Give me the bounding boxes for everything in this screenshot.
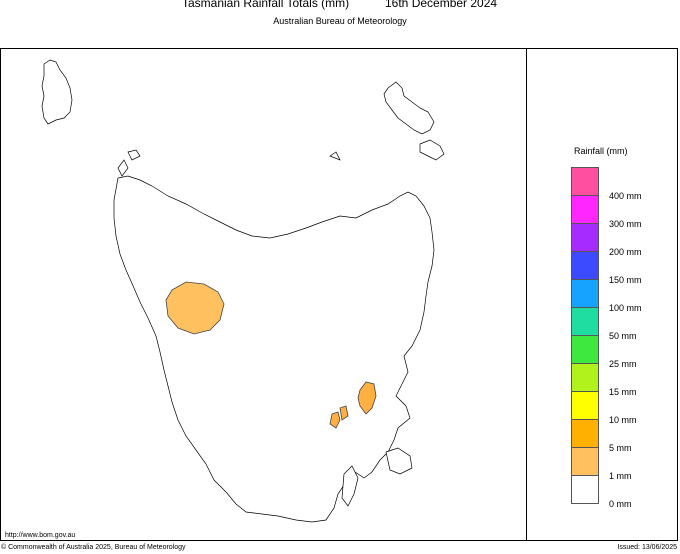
legend-swatch [571,195,599,223]
legend-label: 5 mm [609,443,632,453]
legend-title: Rainfall (mm) [574,146,628,156]
legend-swatch [571,363,599,391]
legend-swatch [571,223,599,251]
legend-label: 300 mm [609,219,642,229]
legend-swatch [571,251,599,279]
rainfall-area-west [165,281,225,335]
bruny-island [341,465,359,507]
flinders-island [383,81,435,135]
source-url: http://www.bom.gov.au [5,532,76,539]
rainfall-area-southeast [357,381,377,415]
tasman-peninsula [385,447,413,475]
legend-swatch [571,335,599,363]
map-frame [0,48,678,541]
legend-label: 400 mm [609,191,642,201]
legend-label: 0 mm [609,499,632,509]
legend-swatch [571,419,599,447]
legend-swatch [571,475,599,504]
legend-swatch [571,447,599,475]
legend-label: 25 mm [609,359,637,369]
title-bar: Tasmanian Rainfall Totals (mm) 16th Dece… [0,0,680,14]
legend-label: 100 mm [609,303,642,313]
king-island [41,59,73,125]
rainfall-area-south-2 [339,405,349,421]
cape-barren-island [419,139,445,161]
legend-label: 15 mm [609,387,637,397]
islet-3 [329,151,341,161]
islet-2 [117,159,129,177]
legend-swatch [571,391,599,419]
legend-label: 10 mm [609,415,637,425]
issued-date: Issued: 13/06/2025 [617,544,677,551]
map-date: 16th December 2024 [385,0,498,10]
legend-swatch [571,279,599,307]
tasmania-mainland [113,175,435,523]
legend [571,167,599,504]
legend-label: 150 mm [609,275,642,285]
legend-label: 50 mm [609,331,637,341]
rainfall-area-south-1 [329,411,341,429]
legend-swatch [571,167,599,195]
copyright-notice: © Commonwealth of Australia 2025, Bureau… [1,544,186,551]
legend-label: 1 mm [609,471,632,481]
map-title: Tasmanian Rainfall Totals (mm) [182,0,350,10]
islet-1 [127,149,141,161]
legend-swatch [571,307,599,335]
legend-label: 200 mm [609,247,642,257]
tasmania-map [41,59,445,523]
map-subtitle: Australian Bureau of Meteorology [273,16,407,26]
map-panel [0,48,527,541]
